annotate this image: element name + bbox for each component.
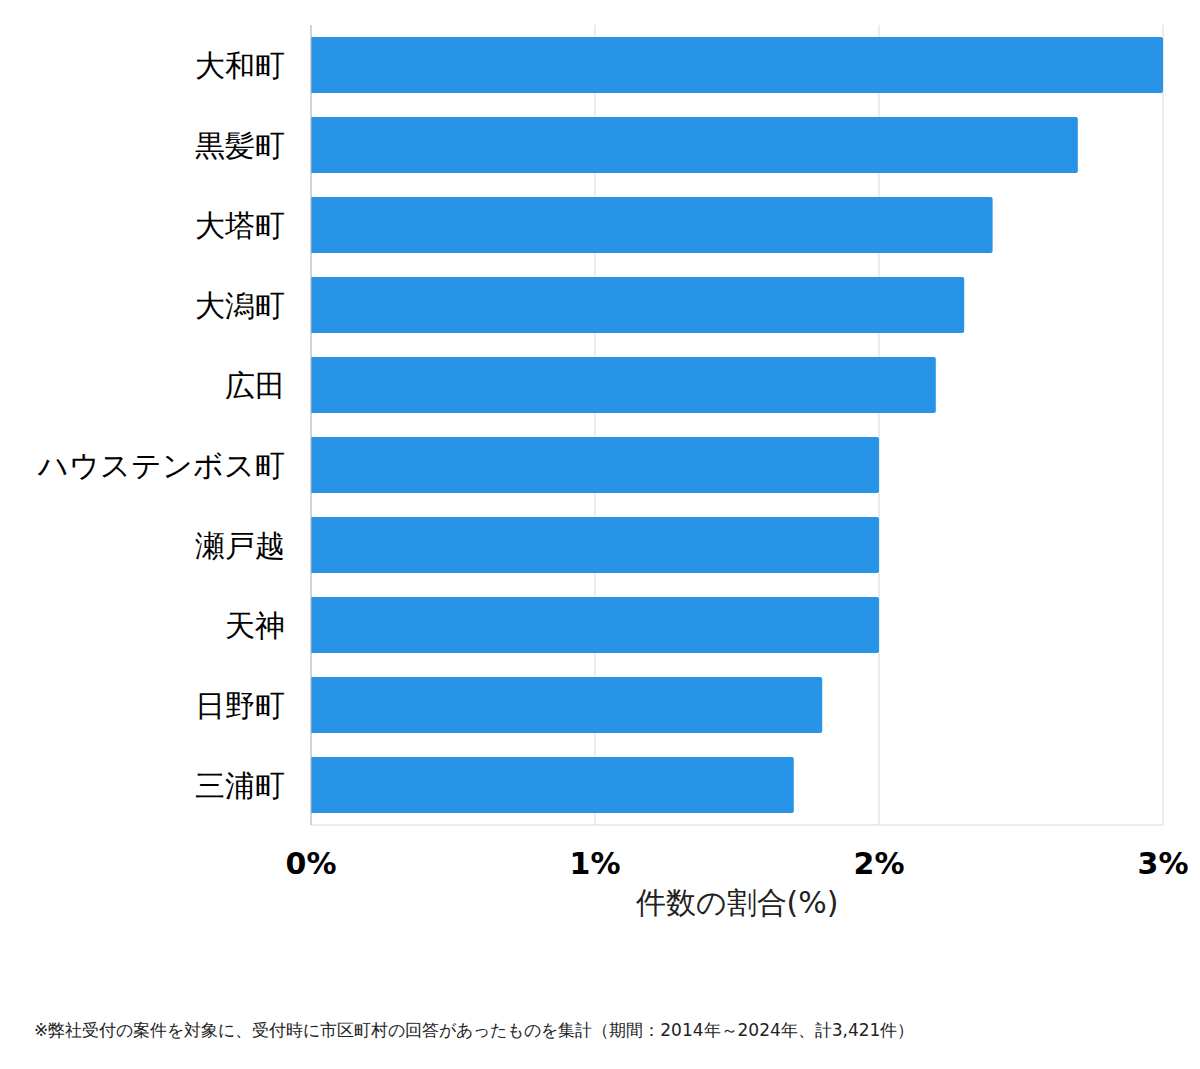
svg-text:瀬戸越: 瀬戸越: [195, 528, 285, 563]
svg-text:3%: 3%: [1138, 846, 1189, 881]
svg-text:大潟町: 大潟町: [195, 288, 285, 323]
svg-text:大和町: 大和町: [195, 48, 285, 83]
svg-text:黒髪町: 黒髪町: [195, 128, 285, 163]
svg-text:日野町: 日野町: [195, 688, 285, 723]
svg-text:ハウステンボス町: ハウステンボス町: [37, 448, 285, 483]
svg-text:件数の割合(%): 件数の割合(%): [636, 885, 839, 920]
svg-text:1%: 1%: [570, 846, 621, 881]
svg-text:2%: 2%: [854, 846, 905, 881]
svg-text:大塔町: 大塔町: [195, 208, 285, 243]
svg-text:三浦町: 三浦町: [195, 768, 285, 803]
html-text:※弊社受付の案件を対象に、受付時に市区町村の回答があったもの: ※弊社受付の案件を対象に、受付時に市区町村の回答があったものを集計（期間：201…: [34, 1020, 915, 1040]
svg-text:広田: 広田: [225, 368, 285, 403]
svg-text:天神: 天神: [225, 608, 285, 643]
svg-text:0%: 0%: [286, 846, 337, 881]
